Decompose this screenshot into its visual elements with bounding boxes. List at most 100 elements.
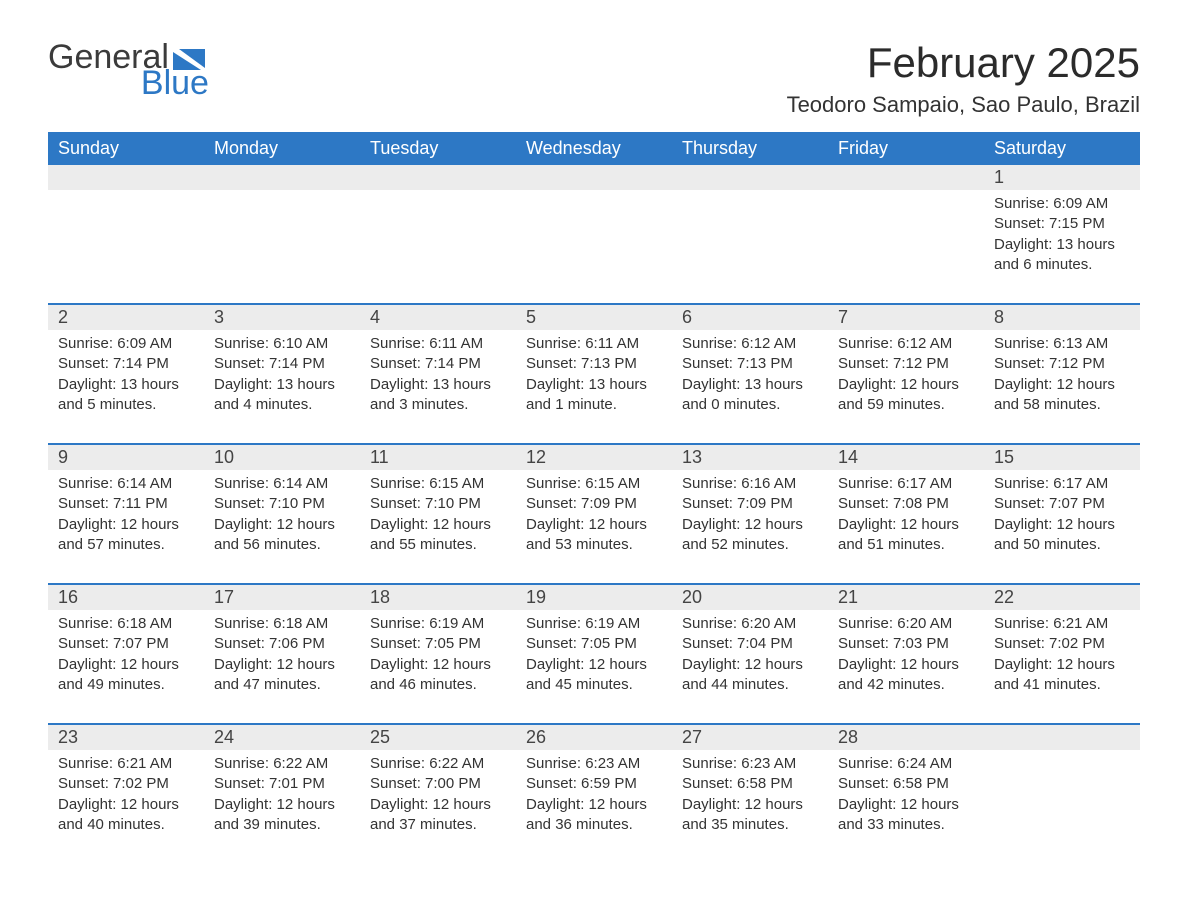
daylight-text: Daylight: 13 hours and 5 minutes. [58, 375, 194, 416]
week-detail-row: Sunrise: 6:09 AMSunset: 7:15 PMDaylight:… [48, 190, 1140, 304]
day-detail-cell: Sunrise: 6:12 AMSunset: 7:12 PMDaylight:… [828, 330, 984, 444]
sunrise-text: Sunrise: 6:16 AM [682, 474, 818, 494]
day-detail-cell: Sunrise: 6:17 AMSunset: 7:08 PMDaylight:… [828, 470, 984, 584]
day-number-cell [360, 165, 516, 190]
daylight-text: Daylight: 12 hours and 44 minutes. [682, 655, 818, 696]
day-number-cell: 14 [828, 444, 984, 470]
sunset-text: Sunset: 7:05 PM [526, 634, 662, 654]
day-number-cell: 25 [360, 724, 516, 750]
daylight-text: Daylight: 12 hours and 42 minutes. [838, 655, 974, 696]
day-number-cell [48, 165, 204, 190]
week-detail-row: Sunrise: 6:14 AMSunset: 7:11 PMDaylight:… [48, 470, 1140, 584]
day-number-cell [672, 165, 828, 190]
sunset-text: Sunset: 7:10 PM [214, 494, 350, 514]
day-detail-cell: Sunrise: 6:12 AMSunset: 7:13 PMDaylight:… [672, 330, 828, 444]
sunrise-text: Sunrise: 6:09 AM [58, 334, 194, 354]
day-number-cell: 13 [672, 444, 828, 470]
topbar: General Blue February 2025 Teodoro Sampa… [48, 40, 1140, 128]
day-detail-cell: Sunrise: 6:16 AMSunset: 7:09 PMDaylight:… [672, 470, 828, 584]
day-number-cell: 1 [984, 165, 1140, 190]
sunrise-text: Sunrise: 6:09 AM [994, 194, 1130, 214]
day-detail-cell [48, 190, 204, 304]
day-detail-cell: Sunrise: 6:09 AMSunset: 7:14 PMDaylight:… [48, 330, 204, 444]
day-detail-cell: Sunrise: 6:14 AMSunset: 7:10 PMDaylight:… [204, 470, 360, 584]
sunrise-text: Sunrise: 6:21 AM [994, 614, 1130, 634]
day-detail-cell: Sunrise: 6:21 AMSunset: 7:02 PMDaylight:… [984, 610, 1140, 724]
daylight-text: Daylight: 12 hours and 36 minutes. [526, 795, 662, 836]
day-detail-cell: Sunrise: 6:18 AMSunset: 7:07 PMDaylight:… [48, 610, 204, 724]
day-number-cell: 21 [828, 584, 984, 610]
day-number-cell: 26 [516, 724, 672, 750]
daylight-text: Daylight: 12 hours and 41 minutes. [994, 655, 1130, 696]
sunset-text: Sunset: 7:14 PM [214, 354, 350, 374]
sunrise-text: Sunrise: 6:17 AM [994, 474, 1130, 494]
day-detail-cell: Sunrise: 6:20 AMSunset: 7:04 PMDaylight:… [672, 610, 828, 724]
day-number-cell: 7 [828, 304, 984, 330]
daylight-text: Daylight: 12 hours and 58 minutes. [994, 375, 1130, 416]
sunset-text: Sunset: 7:13 PM [526, 354, 662, 374]
sunrise-text: Sunrise: 6:20 AM [838, 614, 974, 634]
month-title: February 2025 [787, 40, 1140, 86]
day-number-cell: 12 [516, 444, 672, 470]
sunrise-text: Sunrise: 6:24 AM [838, 754, 974, 774]
day-detail-cell [360, 190, 516, 304]
day-detail-cell [672, 190, 828, 304]
daylight-text: Daylight: 12 hours and 56 minutes. [214, 515, 350, 556]
day-number-cell [984, 724, 1140, 750]
sunrise-text: Sunrise: 6:14 AM [58, 474, 194, 494]
day-number-cell: 20 [672, 584, 828, 610]
day-detail-cell: Sunrise: 6:17 AMSunset: 7:07 PMDaylight:… [984, 470, 1140, 584]
day-number-cell: 22 [984, 584, 1140, 610]
sunset-text: Sunset: 6:58 PM [682, 774, 818, 794]
sunset-text: Sunset: 7:10 PM [370, 494, 506, 514]
sunset-text: Sunset: 7:01 PM [214, 774, 350, 794]
sunrise-text: Sunrise: 6:18 AM [214, 614, 350, 634]
sunset-text: Sunset: 7:02 PM [58, 774, 194, 794]
day-detail-cell: Sunrise: 6:20 AMSunset: 7:03 PMDaylight:… [828, 610, 984, 724]
day-detail-cell: Sunrise: 6:10 AMSunset: 7:14 PMDaylight:… [204, 330, 360, 444]
sunset-text: Sunset: 7:09 PM [526, 494, 662, 514]
calendar-table: Sunday Monday Tuesday Wednesday Thursday… [48, 132, 1140, 863]
day-detail-cell: Sunrise: 6:23 AMSunset: 6:59 PMDaylight:… [516, 750, 672, 863]
sunrise-text: Sunrise: 6:23 AM [526, 754, 662, 774]
day-detail-cell [204, 190, 360, 304]
day-detail-cell: Sunrise: 6:09 AMSunset: 7:15 PMDaylight:… [984, 190, 1140, 304]
sunrise-text: Sunrise: 6:23 AM [682, 754, 818, 774]
daylight-text: Daylight: 12 hours and 47 minutes. [214, 655, 350, 696]
sunrise-text: Sunrise: 6:12 AM [682, 334, 818, 354]
sunrise-text: Sunrise: 6:21 AM [58, 754, 194, 774]
day-number-cell: 6 [672, 304, 828, 330]
day-detail-cell [984, 750, 1140, 863]
day-detail-cell: Sunrise: 6:13 AMSunset: 7:12 PMDaylight:… [984, 330, 1140, 444]
daylight-text: Daylight: 12 hours and 39 minutes. [214, 795, 350, 836]
sunrise-text: Sunrise: 6:10 AM [214, 334, 350, 354]
page: General Blue February 2025 Teodoro Sampa… [0, 0, 1188, 903]
sunrise-text: Sunrise: 6:22 AM [370, 754, 506, 774]
day-detail-cell: Sunrise: 6:11 AMSunset: 7:14 PMDaylight:… [360, 330, 516, 444]
day-number-cell [516, 165, 672, 190]
week-detail-row: Sunrise: 6:18 AM Sunset: 7:07 PM Daylight:… [48, 610, 1140, 724]
header-thursday: Thursday [672, 132, 828, 165]
daylight-text: Daylight: 12 hours and 33 minutes. [838, 795, 974, 836]
sunrise-text: Sunrise: 6:22 AM [214, 754, 350, 774]
day-number-cell: 17 [204, 584, 360, 610]
day-number-cell: 4 [360, 304, 516, 330]
header-monday: Monday [204, 132, 360, 165]
sunset-text: Sunset: 7:02 PM [994, 634, 1130, 654]
daylight-text: Daylight: 13 hours and 4 minutes. [214, 375, 350, 416]
day-number-cell: 16 [48, 584, 204, 610]
daylight-text: Daylight: 12 hours and 59 minutes. [838, 375, 974, 416]
sunset-text: Sunset: 7:07 PM [58, 634, 194, 654]
daylight-text: Daylight: 12 hours and 46 minutes. [370, 655, 506, 696]
day-number-cell: 24 [204, 724, 360, 750]
daylight-text: Daylight: 12 hours and 40 minutes. [58, 795, 194, 836]
daylight-text: Daylight: 12 hours and 52 minutes. [682, 515, 818, 556]
day-number-cell: 23 [48, 724, 204, 750]
week-daynum-row: 9101112131415 [48, 444, 1140, 470]
header-tuesday: Tuesday [360, 132, 516, 165]
daylight-text: Daylight: 13 hours and 6 minutes. [994, 235, 1130, 276]
sunset-text: Sunset: 7:09 PM [682, 494, 818, 514]
sunrise-text: Sunrise: 6:15 AM [526, 474, 662, 494]
day-detail-cell: Sunrise: 6:24 AMSunset: 6:58 PMDaylight:… [828, 750, 984, 863]
week-daynum-row: 2345678 [48, 304, 1140, 330]
